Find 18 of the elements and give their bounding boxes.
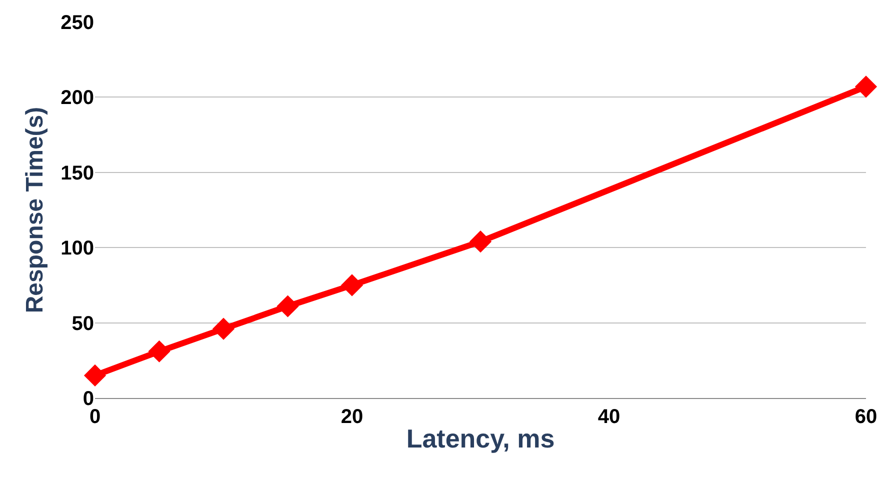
- point: [854, 76, 878, 98]
- point: [340, 274, 364, 296]
- x-tick-label: 20: [340, 406, 364, 428]
- y-tick-label: 200: [60, 87, 94, 110]
- y-axis-title: Response Time(s): [22, 106, 49, 314]
- y-tick-label: 150: [60, 162, 94, 184]
- point: [212, 318, 235, 340]
- y-tick-label: 0: [82, 388, 94, 410]
- point: [148, 340, 170, 362]
- x-tick-label: 40: [598, 406, 620, 428]
- y-tick-label: 100: [60, 238, 94, 260]
- point: [469, 230, 492, 253]
- y-tick-label: 50: [72, 312, 94, 335]
- point: [84, 364, 106, 386]
- point: [276, 295, 299, 318]
- x-axis-title: Latency, ms: [406, 424, 555, 454]
- y-tick-label: 250: [60, 12, 94, 34]
- x-tick-label: 60: [854, 406, 878, 428]
